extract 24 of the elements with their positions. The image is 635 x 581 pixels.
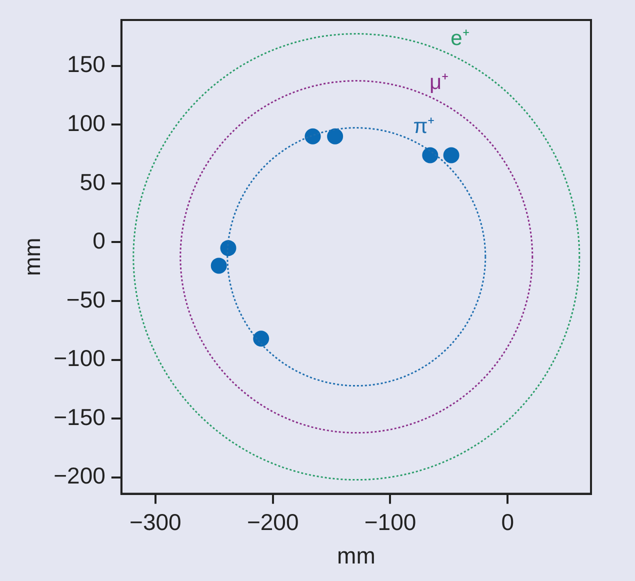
x-tick-label: −200 xyxy=(246,508,299,535)
x-axis-title: mm xyxy=(337,542,376,569)
point xyxy=(253,330,270,347)
y-tick-label: −150 xyxy=(54,404,106,430)
x-tick-label: −100 xyxy=(364,508,416,535)
y-tick-label: 0 xyxy=(92,228,106,254)
y-tick-label: −100 xyxy=(54,345,106,372)
point xyxy=(327,128,344,144)
point xyxy=(220,240,236,256)
y-tick-label: −200 xyxy=(54,462,106,489)
y-tick-label: −50 xyxy=(66,286,106,312)
annotation: μ⁺ xyxy=(429,70,449,94)
point xyxy=(443,147,460,164)
y-axis-title: mm xyxy=(19,238,46,276)
point xyxy=(422,147,438,164)
point xyxy=(304,128,321,144)
point xyxy=(210,258,227,274)
x-tick-label: −300 xyxy=(130,508,182,535)
annotation: π⁺ xyxy=(413,114,435,138)
annotation: e⁺ xyxy=(450,26,470,50)
y-tick-label: 50 xyxy=(80,168,106,195)
y-tick-label: 100 xyxy=(67,110,106,136)
y-tick-label: 150 xyxy=(67,51,106,78)
x-tick-label: 0 xyxy=(501,508,514,535)
